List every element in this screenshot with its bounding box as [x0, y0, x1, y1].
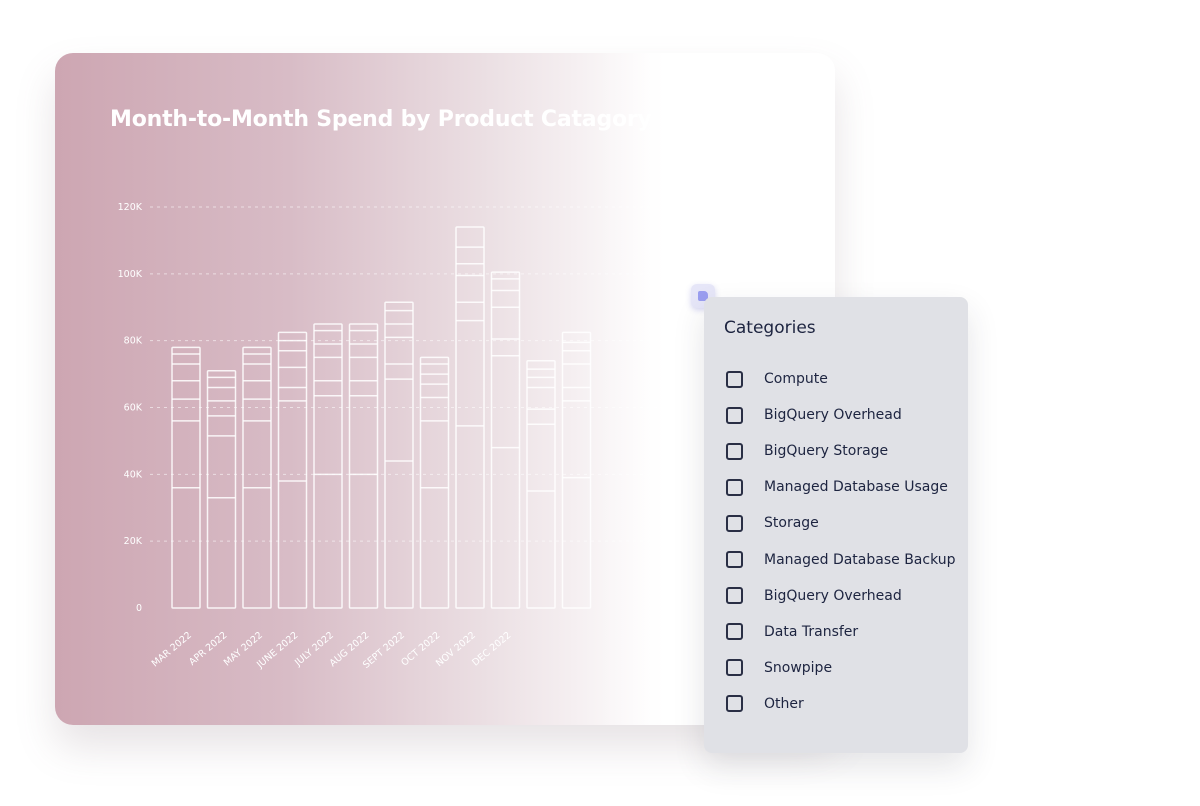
category-label: BigQuery Storage [764, 443, 889, 460]
category-item[interactable]: Other [726, 686, 956, 722]
y-tick-label: 80K [124, 336, 143, 347]
y-tick-label: 20K [124, 536, 143, 547]
category-label: BigQuery Overhead [764, 407, 902, 424]
bar [490, 271, 521, 609]
bar [313, 323, 343, 609]
bar [384, 301, 414, 609]
category-item[interactable]: Storage [726, 505, 956, 541]
chart-title: Month-to-Month Spend by Product Catagory [110, 107, 652, 132]
bar [277, 331, 308, 609]
category-item[interactable]: BigQuery Overhead [726, 397, 956, 433]
legend-title: Categories [724, 318, 816, 338]
category-label: Storage [764, 515, 819, 532]
bar [348, 323, 379, 609]
bar [419, 356, 450, 609]
bar [561, 331, 592, 609]
category-item[interactable]: Managed Database Backup [726, 541, 956, 577]
category-label: Managed Database Usage [764, 479, 948, 496]
category-item[interactable]: BigQuery Storage [726, 433, 956, 469]
x-tick-label: DEC 2022 [470, 630, 513, 669]
y-tick-label: 0 [136, 603, 142, 614]
category-label: BigQuery Overhead [764, 587, 902, 604]
category-label: Data Transfer [764, 623, 859, 640]
category-checkbox[interactable] [726, 623, 743, 641]
y-tick-label: 100K [118, 269, 143, 280]
category-label: Compute [764, 371, 828, 388]
category-item[interactable]: Snowpipe [726, 650, 956, 686]
category-checkbox[interactable] [726, 659, 743, 677]
category-item[interactable]: Managed Database Usage [726, 469, 956, 505]
y-tick-label: 120K [118, 202, 143, 213]
category-label: Managed Database Backup [764, 551, 956, 568]
category-checkbox[interactable] [726, 587, 743, 605]
y-tick-label: 60K [124, 403, 143, 414]
category-label: Snowpipe [764, 659, 833, 676]
category-checkbox[interactable] [726, 442, 743, 460]
category-label: Other [764, 695, 804, 712]
bar [171, 346, 201, 609]
category-checkbox[interactable] [726, 514, 743, 532]
category-checkbox[interactable] [726, 551, 743, 569]
category-item[interactable]: Compute [726, 361, 956, 397]
category-item[interactable]: Data Transfer [726, 614, 956, 650]
bar [526, 359, 556, 609]
category-list: Compute BigQuery Overhead BigQuery Stora… [726, 370, 956, 722]
categories-panel: Categories Compute BigQuery Overhead Big… [704, 297, 968, 753]
category-item[interactable]: BigQuery Overhead [726, 578, 956, 614]
bar [455, 226, 485, 609]
category-checkbox[interactable] [726, 370, 743, 388]
category-checkbox[interactable] [726, 406, 743, 424]
x-tick-label: MAR 2022 [150, 630, 194, 670]
category-checkbox[interactable] [726, 478, 743, 496]
category-checkbox[interactable] [726, 695, 743, 713]
bar [242, 346, 272, 609]
bar [206, 369, 237, 609]
y-tick-label: 40K [124, 469, 143, 480]
x-tick-label: NOV 2022 [434, 630, 478, 669]
